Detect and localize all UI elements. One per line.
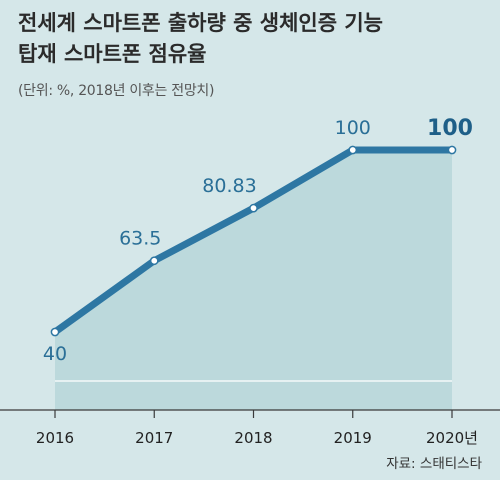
title-line-1: 전세계 스마트폰 출하량 중 생체인증 기능 — [18, 11, 383, 35]
data-point — [50, 327, 60, 337]
data-point — [149, 256, 159, 266]
data-point — [249, 203, 258, 213]
data-label: 100 — [427, 116, 473, 141]
area-fill — [55, 150, 452, 410]
title-line-2: 탑재 스마트폰 점유율 — [18, 42, 207, 66]
x-tick-label: 2017 — [135, 429, 173, 447]
chart-subtitle: (단위: %, 2018년 이후는 전망치) — [18, 83, 215, 99]
source-note: 자료: 스태티스타 — [386, 456, 482, 472]
data-point — [348, 145, 358, 155]
data-point — [447, 145, 457, 155]
x-tick-label: 2018 — [234, 429, 272, 447]
data-label: 40 — [43, 343, 67, 365]
data-label: 100 — [335, 117, 371, 139]
x-tick-label: 2016 — [36, 429, 74, 447]
data-label: 63.5 — [119, 228, 161, 250]
chart-title: 전세계 스마트폰 출하량 중 생체인증 기능 탑재 스마트폰 점유율 — [18, 8, 488, 70]
x-tick-label: 2019 — [334, 429, 372, 447]
x-tick-label: 2020년 — [426, 429, 478, 447]
data-label: 80.83 — [202, 175, 256, 197]
